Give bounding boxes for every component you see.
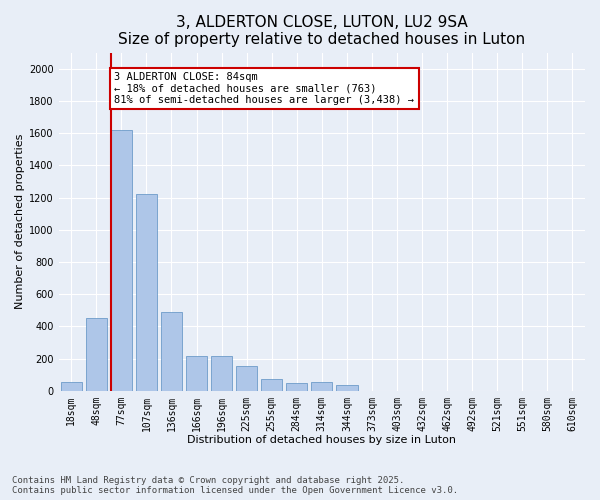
Bar <box>286 382 307 390</box>
Text: Contains HM Land Registry data © Crown copyright and database right 2025.
Contai: Contains HM Land Registry data © Crown c… <box>12 476 458 495</box>
Bar <box>186 356 207 390</box>
X-axis label: Distribution of detached houses by size in Luton: Distribution of detached houses by size … <box>187 435 457 445</box>
Bar <box>261 380 283 390</box>
Bar <box>86 318 107 390</box>
Title: 3, ALDERTON CLOSE, LUTON, LU2 9SA
Size of property relative to detached houses i: 3, ALDERTON CLOSE, LUTON, LU2 9SA Size o… <box>118 15 526 48</box>
Text: 3 ALDERTON CLOSE: 84sqm
← 18% of detached houses are smaller (763)
81% of semi-d: 3 ALDERTON CLOSE: 84sqm ← 18% of detache… <box>115 72 415 105</box>
Bar <box>161 312 182 390</box>
Y-axis label: Number of detached properties: Number of detached properties <box>15 134 25 310</box>
Bar <box>211 356 232 390</box>
Bar <box>336 385 358 390</box>
Bar <box>311 382 332 390</box>
Bar <box>136 194 157 390</box>
Bar <box>110 130 132 390</box>
Bar <box>236 366 257 390</box>
Bar <box>61 382 82 390</box>
